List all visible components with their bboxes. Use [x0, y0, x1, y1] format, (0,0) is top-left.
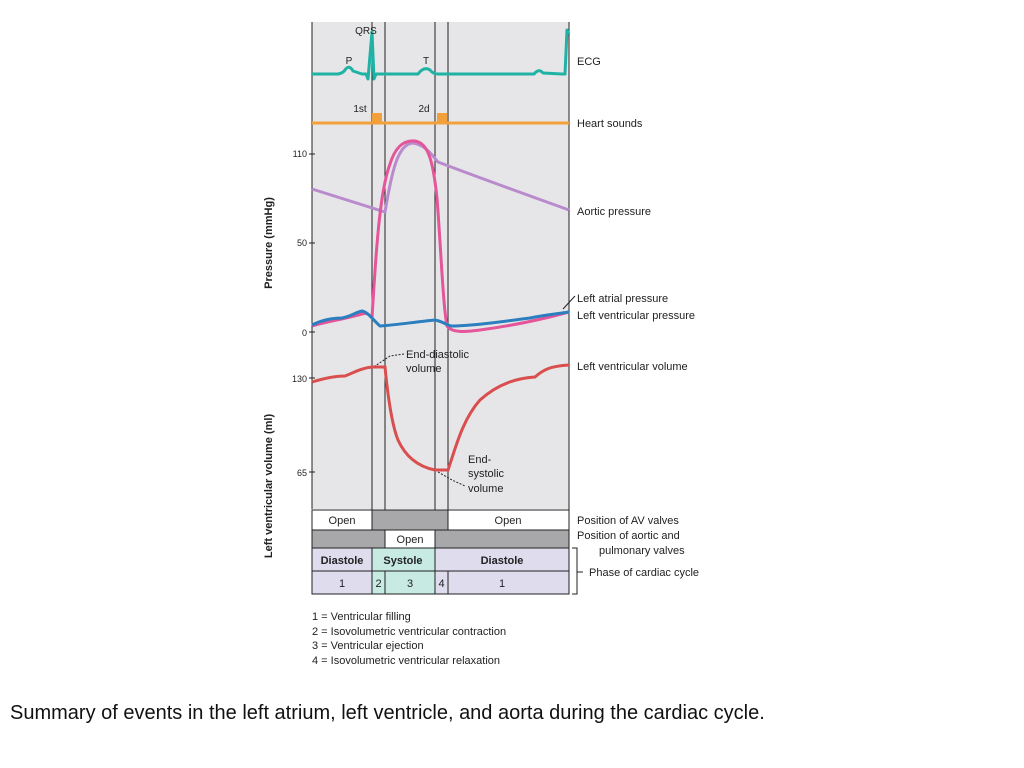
atrial-ventricular-leader-line — [562, 295, 576, 310]
volume-tick-65: 65 — [297, 468, 307, 478]
legend-item-2: 2 = Isovolumetric ventricular contractio… — [312, 626, 506, 638]
end-diastolic-label-line1: End-diastolic — [406, 349, 469, 361]
phase-number-4: 4 — [438, 578, 444, 590]
pressure-tick-50: 50 — [297, 238, 307, 248]
end-systolic-label-line3: volume — [468, 483, 503, 495]
p-wave-label: P — [346, 56, 353, 67]
aortic-valves-label-line1: Position of aortic and — [577, 530, 680, 542]
legend-item-4: 4 = Isovolumetric ventricular relaxation — [312, 655, 500, 667]
av-valves-open-left: Open — [329, 515, 356, 527]
qrs-label: QRS — [355, 26, 377, 37]
volume-tick-130: 130 — [292, 374, 307, 384]
phase-label: Phase of cardiac cycle — [589, 567, 699, 579]
left-atrial-pressure-label: Left atrial pressure — [577, 293, 668, 305]
aortic-valves-label-line2: pulmonary valves — [599, 545, 685, 557]
left-atrial-pressure-curve — [311, 309, 570, 328]
first-heart-sound-label: 1st — [353, 104, 367, 115]
ecg-label: ECG — [577, 56, 601, 68]
end-diastolic-label-line2: volume — [406, 363, 441, 375]
phase-systole-label: Systole — [383, 555, 422, 567]
phase-number-5: 1 — [499, 578, 505, 590]
phase-number-cell-5 — [447, 570, 570, 595]
aortic-pressure-curve — [311, 141, 570, 214]
aortic-valves-open: Open — [397, 534, 424, 546]
aortic-pressure-label: Aortic pressure — [577, 206, 651, 218]
end-systolic-label-line2: systolic — [468, 468, 505, 480]
volume-axis-ticks — [309, 377, 315, 473]
second-heart-sound-mark — [437, 113, 447, 124]
phase-bracket — [572, 547, 583, 595]
pressure-axis-ticks — [309, 153, 315, 333]
t-wave-label: T — [423, 56, 429, 67]
volume-axis-label: Left ventricular volume (ml) — [263, 414, 275, 559]
first-heart-sound-mark — [372, 113, 382, 124]
phase-diastole-left-label: Diastole — [321, 555, 364, 567]
pressure-tick-110: 110 — [293, 149, 307, 159]
legend-item-1: 1 = Ventricular filling — [312, 611, 411, 623]
phase-number-3: 3 — [407, 578, 413, 590]
end-systolic-leader-line — [437, 471, 466, 487]
av-valves-open-right: Open — [495, 515, 522, 527]
pressure-tick-0: 0 — [302, 328, 307, 338]
legend-item-3: 3 = Ventricular ejection — [312, 640, 424, 652]
left-ventricular-pressure-label: Left ventricular pressure — [577, 310, 695, 322]
left-ventricular-volume-label: Left ventricular volume — [577, 361, 688, 373]
figure-caption: Summary of events in the left atrium, le… — [10, 702, 765, 724]
ecg-trace — [312, 28, 571, 81]
av-valves-closed-segment — [371, 509, 449, 531]
end-diastolic-leader-line — [374, 353, 405, 367]
pressure-axis-label: Pressure (mmHg) — [263, 197, 275, 289]
end-systolic-label-line1: End- — [468, 454, 492, 466]
phase-diastole-right-label: Diastole — [481, 555, 524, 567]
aortic-valves-row — [311, 529, 570, 549]
second-heart-sound-label: 2d — [418, 104, 429, 115]
phase-number-2: 2 — [375, 578, 381, 590]
heart-sounds-label: Heart sounds — [577, 118, 643, 130]
phase-number-1: 1 — [339, 578, 345, 590]
av-valves-label: Position of AV valves — [577, 515, 679, 527]
left-ventricular-volume-curve — [311, 363, 570, 472]
